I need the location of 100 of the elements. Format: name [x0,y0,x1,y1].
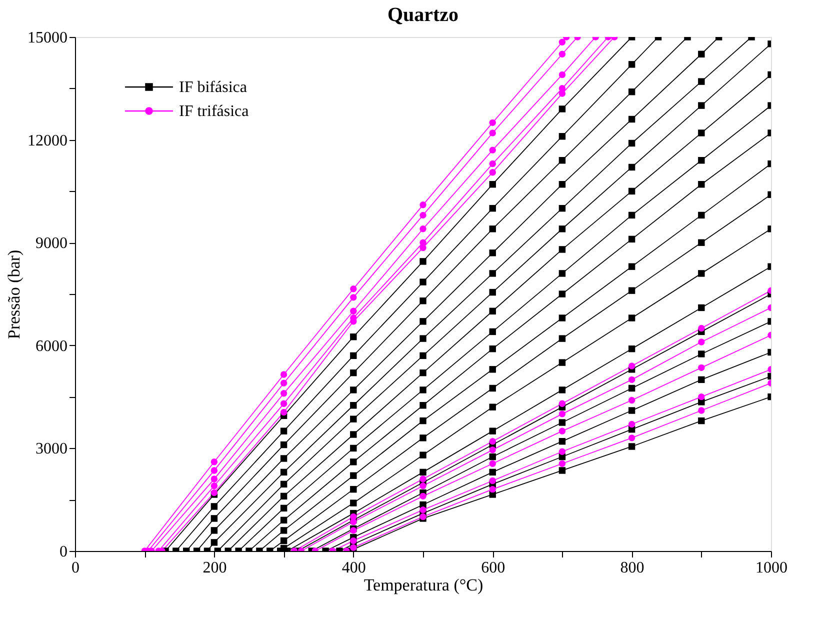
point [350,386,357,394]
point [489,446,496,454]
point [210,527,218,534]
point [280,504,288,512]
point [628,345,636,352]
point [350,308,357,314]
point [489,288,496,296]
point [698,364,705,372]
point [489,345,496,352]
point [558,226,566,232]
point [558,38,566,46]
point [489,226,496,232]
y-axis-title: Pressão (bar) [4,250,24,340]
point [280,371,288,378]
point [489,468,496,476]
point [280,516,288,524]
point [350,286,357,292]
point [350,333,357,340]
point [350,431,357,438]
point [628,396,636,404]
y-tick-label: 6000 [36,338,68,355]
point [420,298,426,304]
point [420,212,426,219]
point [420,369,426,376]
point [558,270,566,277]
point [489,428,496,434]
point [420,278,426,286]
point [280,468,288,476]
point [628,263,636,270]
point [628,384,636,392]
point [420,452,426,458]
point [420,244,426,252]
point [350,500,357,506]
point [420,386,426,394]
point [698,180,705,188]
point [698,212,705,219]
point [210,539,218,546]
point [558,204,566,212]
y-tick-label: 15000 [28,30,68,46]
point [558,386,566,394]
point [350,369,357,376]
point [280,537,288,544]
point [420,506,426,514]
point [698,78,705,85]
x-tick-label: 600 [481,560,506,576]
point [698,239,705,246]
point [489,146,496,154]
point [628,116,636,123]
point [280,400,288,407]
point [489,119,496,126]
point [698,393,705,400]
y-tick-label: 9000 [36,235,68,252]
point [420,417,426,424]
point [489,130,496,136]
point [280,441,288,448]
point [420,226,426,232]
point [558,428,566,434]
point [420,335,426,342]
point [628,434,636,442]
point [558,314,566,322]
point [558,90,566,97]
point [558,50,566,58]
x-tick-label: 200 [202,560,227,576]
point [489,160,496,168]
point [558,246,566,253]
point [698,102,705,109]
point [628,376,636,384]
point [210,503,218,510]
point [420,318,426,325]
chart-title: Quartzo [387,4,459,26]
point [698,130,705,136]
point [489,250,496,256]
point [210,467,218,474]
point [489,438,496,445]
point [698,50,705,58]
point [210,515,218,522]
point [628,212,636,219]
point [350,537,357,544]
point [558,290,566,298]
point [420,468,426,476]
y-tick-label: 12000 [28,132,68,150]
point [628,188,636,195]
point [558,71,566,78]
point [628,314,636,322]
point [280,408,288,416]
y-tick-label: 3000 [36,440,68,458]
point [628,140,636,147]
x-tick-label: 800 [620,560,644,576]
point [420,492,426,500]
point [350,472,357,479]
point [350,294,357,301]
point [489,404,496,410]
point [558,359,566,366]
point [698,304,705,312]
point [489,270,496,277]
point [210,482,218,490]
point [280,492,288,500]
point [420,402,426,409]
legend-label: IF bifásica [179,79,247,96]
point [628,61,636,68]
